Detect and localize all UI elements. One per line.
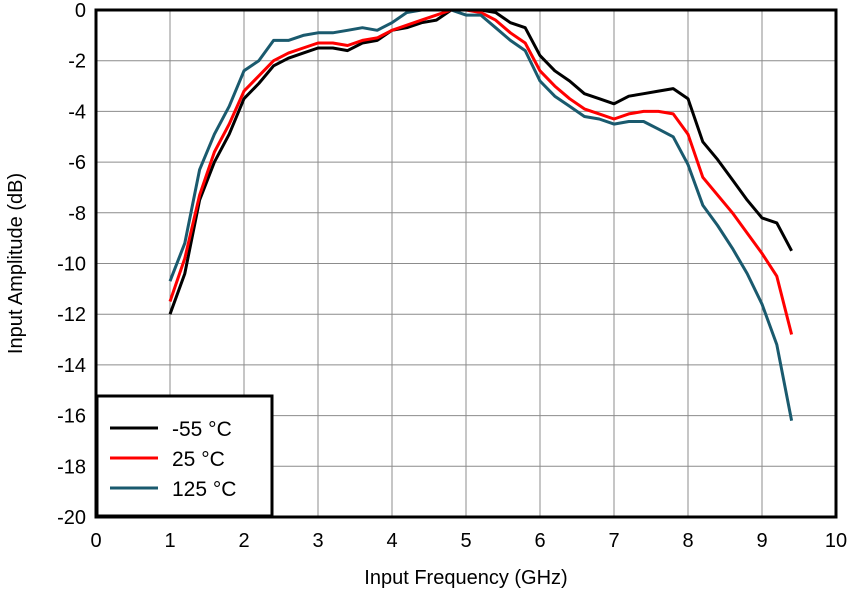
y-tick-label-3: -6 — [68, 152, 86, 174]
x-tick-label-2: 2 — [238, 530, 249, 552]
x-tick-label-7: 7 — [608, 530, 619, 552]
x-axis-label: Input Frequency (GHz) — [364, 567, 567, 589]
legend: -55 °C 25 °C 125 °C — [95, 394, 274, 518]
y-tick-labels: 0 -2 -4 -6 -8 -10 -12 -14 -16 -18 -20 — [57, 0, 86, 529]
y-tick-label-10: -20 — [57, 507, 86, 529]
legend-label-0: -55 °C — [172, 418, 232, 441]
legend-label-1: 25 °C — [172, 448, 225, 471]
y-axis-label: Input Amplitude (dB) — [5, 173, 27, 354]
y-tick-label-1: -2 — [68, 51, 86, 73]
x-tick-labels: 0 1 2 3 4 5 6 7 8 9 10 — [90, 530, 847, 552]
y-tick-label-5: -10 — [57, 254, 86, 276]
x-tick-label-6: 6 — [534, 530, 545, 552]
series-lines — [168, 8, 794, 421]
y-tick-label-0: 0 — [75, 0, 86, 22]
y-tick-label-4: -8 — [68, 203, 86, 225]
x-tick-label-3: 3 — [312, 530, 323, 552]
x-tick-label-9: 9 — [756, 530, 767, 552]
x-tick-label-8: 8 — [682, 530, 693, 552]
x-tick-label-0: 0 — [90, 530, 101, 552]
y-tick-label-8: -16 — [57, 406, 86, 428]
x-tick-label-1: 1 — [164, 530, 175, 552]
x-tick-label-10: 10 — [825, 530, 847, 552]
legend-label-2: 125 °C — [172, 478, 236, 501]
y-tick-label-6: -12 — [57, 304, 86, 326]
y-tick-label-2: -4 — [68, 101, 86, 123]
y-tick-label-9: -18 — [57, 456, 86, 478]
legend-box — [95, 394, 274, 518]
x-tick-label-4: 4 — [386, 530, 397, 552]
x-tick-label-5: 5 — [460, 530, 471, 552]
plot-frame — [94, 8, 838, 519]
series-line-1 — [168, 8, 794, 335]
series-line-2 — [168, 8, 794, 421]
y-tick-label-7: -14 — [57, 355, 86, 377]
